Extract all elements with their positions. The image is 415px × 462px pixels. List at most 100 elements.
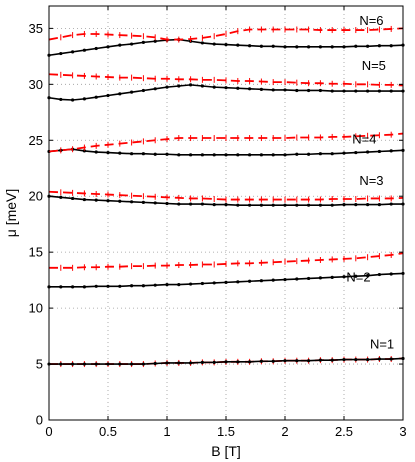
data-point — [94, 284, 98, 288]
data-point — [94, 150, 98, 154]
y-tick-label: 10 — [29, 301, 43, 316]
data-point — [389, 357, 393, 361]
data-point — [165, 85, 169, 89]
series-9-dashed — [48, 71, 404, 89]
data-point — [248, 203, 252, 207]
level-annotation: N=2 — [346, 269, 370, 284]
x-tick-label: 1.5 — [217, 424, 235, 439]
data-point — [82, 97, 86, 101]
data-point — [318, 358, 322, 362]
data-point — [189, 282, 193, 286]
data-point — [59, 97, 63, 102]
data-point — [118, 284, 122, 288]
data-point — [248, 279, 252, 283]
data-point — [318, 276, 322, 280]
data-point — [389, 149, 393, 153]
data-point — [307, 45, 311, 49]
data-point — [94, 46, 98, 51]
data-point — [200, 202, 204, 206]
data-point — [236, 360, 240, 364]
data-point — [224, 86, 228, 90]
data-point — [165, 283, 169, 287]
data-point — [366, 203, 370, 207]
data-point — [153, 361, 157, 366]
data-point — [389, 44, 393, 48]
x-tick-label: 3 — [399, 424, 406, 439]
data-point — [259, 279, 263, 283]
x-tick-label: 2 — [281, 424, 288, 439]
data-point — [212, 203, 216, 207]
data-point — [59, 285, 63, 289]
data-point — [366, 150, 370, 154]
data-point — [82, 362, 86, 366]
data-point — [366, 89, 370, 93]
data-point — [354, 150, 358, 155]
data-point — [189, 153, 193, 157]
data-point — [141, 200, 145, 204]
data-point — [307, 359, 311, 363]
annotation-layer: N=1 N=2 N=3 N=4 N=5 N=6 — [346, 13, 394, 351]
level-annotation: N=1 — [370, 336, 394, 351]
data-point — [189, 83, 193, 87]
data-point — [248, 44, 252, 48]
data-point — [118, 362, 122, 366]
data-point — [259, 359, 263, 363]
data-point — [189, 361, 193, 365]
data-point — [330, 203, 334, 207]
data-point — [106, 284, 110, 288]
data-point — [330, 45, 334, 49]
data-point — [82, 197, 86, 202]
data-point — [153, 39, 157, 43]
data-point — [342, 45, 346, 49]
data-point — [82, 48, 86, 52]
data-point — [271, 88, 275, 92]
data-point — [295, 88, 299, 93]
series-5-dashed — [48, 188, 404, 203]
data-point — [118, 151, 122, 155]
data-point — [271, 359, 275, 363]
level-annotation: N=3 — [359, 173, 383, 188]
data-point — [342, 357, 346, 362]
x-tick-label: 0.5 — [99, 424, 117, 439]
data-point — [141, 362, 145, 366]
data-point — [377, 89, 381, 93]
data-point — [236, 280, 240, 284]
data-point — [71, 98, 75, 102]
data-point — [271, 203, 275, 207]
data-point — [130, 90, 134, 94]
data-point — [130, 362, 134, 366]
y-axis-label: μ [meV] — [3, 189, 19, 238]
data-point — [271, 44, 275, 48]
y-tick-label: 35 — [29, 21, 43, 36]
data-point — [106, 45, 110, 49]
x-tick-label: 0 — [45, 424, 52, 439]
data-point — [59, 51, 63, 56]
y-tick-label: 5 — [36, 357, 43, 372]
data-point — [236, 203, 240, 207]
data-point — [71, 50, 75, 54]
y-tick-label: 0 — [36, 413, 43, 428]
data-point — [130, 200, 134, 204]
data-point — [189, 202, 193, 206]
data-point — [318, 88, 322, 93]
level-annotation: N=6 — [359, 13, 383, 28]
data-point — [377, 44, 381, 48]
series-10-solid — [47, 37, 405, 57]
y-tick-label: 30 — [29, 77, 43, 92]
data-point — [366, 44, 370, 48]
data-point — [377, 203, 381, 207]
data-point — [295, 45, 299, 49]
data-point — [366, 357, 370, 362]
grid — [49, 6, 403, 420]
data-point — [177, 153, 181, 157]
x-axis-label: B [T] — [211, 443, 241, 459]
data-point — [354, 89, 358, 93]
data-point — [118, 199, 122, 203]
data-point — [165, 201, 169, 206]
data-point — [141, 88, 145, 93]
data-point — [141, 40, 145, 44]
data-point — [307, 276, 311, 281]
data-point — [71, 196, 75, 201]
data-point — [248, 87, 252, 91]
data-point — [71, 362, 75, 366]
